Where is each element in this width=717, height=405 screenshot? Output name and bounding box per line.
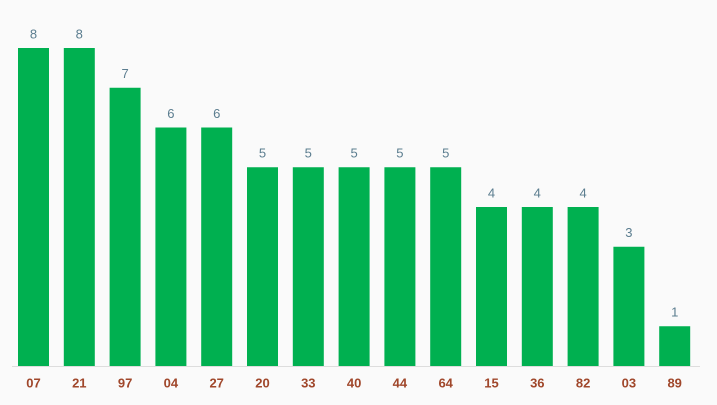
x-tick-label: 21 [72, 375, 86, 390]
value-label: 5 [305, 146, 312, 161]
bar [63, 48, 95, 366]
x-tick-label: 04 [164, 375, 179, 390]
x-tick-label: 15 [484, 375, 498, 390]
x-tick-label: 03 [622, 375, 636, 390]
value-label: 8 [76, 26, 83, 41]
bar [292, 167, 324, 366]
bar [247, 167, 278, 366]
x-tick-label: 64 [438, 375, 453, 390]
bar [384, 167, 416, 366]
bar [521, 207, 553, 366]
x-tick-label: 07 [26, 375, 40, 390]
x-tick-label: 27 [209, 375, 223, 390]
bar [476, 207, 507, 366]
bar [659, 326, 691, 366]
value-label: 7 [121, 66, 128, 81]
bar [109, 87, 141, 366]
x-tick-label: 20 [255, 375, 269, 390]
value-label: 3 [625, 225, 632, 240]
value-label: 8 [30, 26, 37, 41]
value-label: 5 [259, 146, 266, 161]
x-tick-label: 97 [118, 375, 132, 390]
x-tick-label: 33 [301, 375, 315, 390]
value-label: 5 [442, 146, 449, 161]
bar [613, 246, 645, 366]
x-tick-label: 40 [347, 375, 361, 390]
bar [201, 127, 233, 366]
value-label: 4 [579, 185, 586, 200]
value-label: 1 [671, 305, 678, 320]
value-label: 6 [167, 106, 174, 121]
x-tick-label: 36 [530, 375, 544, 390]
bar [155, 127, 187, 366]
value-label: 5 [350, 146, 357, 161]
bar [18, 48, 49, 366]
value-label: 4 [534, 185, 541, 200]
bar [338, 167, 370, 366]
value-label: 4 [488, 185, 495, 200]
value-label: 6 [213, 106, 220, 121]
value-label: 5 [396, 146, 403, 161]
bar [567, 207, 599, 366]
x-tick-label: 44 [393, 375, 408, 390]
bar [430, 167, 462, 366]
x-tick-label: 89 [667, 375, 681, 390]
x-tick-label: 82 [576, 375, 590, 390]
